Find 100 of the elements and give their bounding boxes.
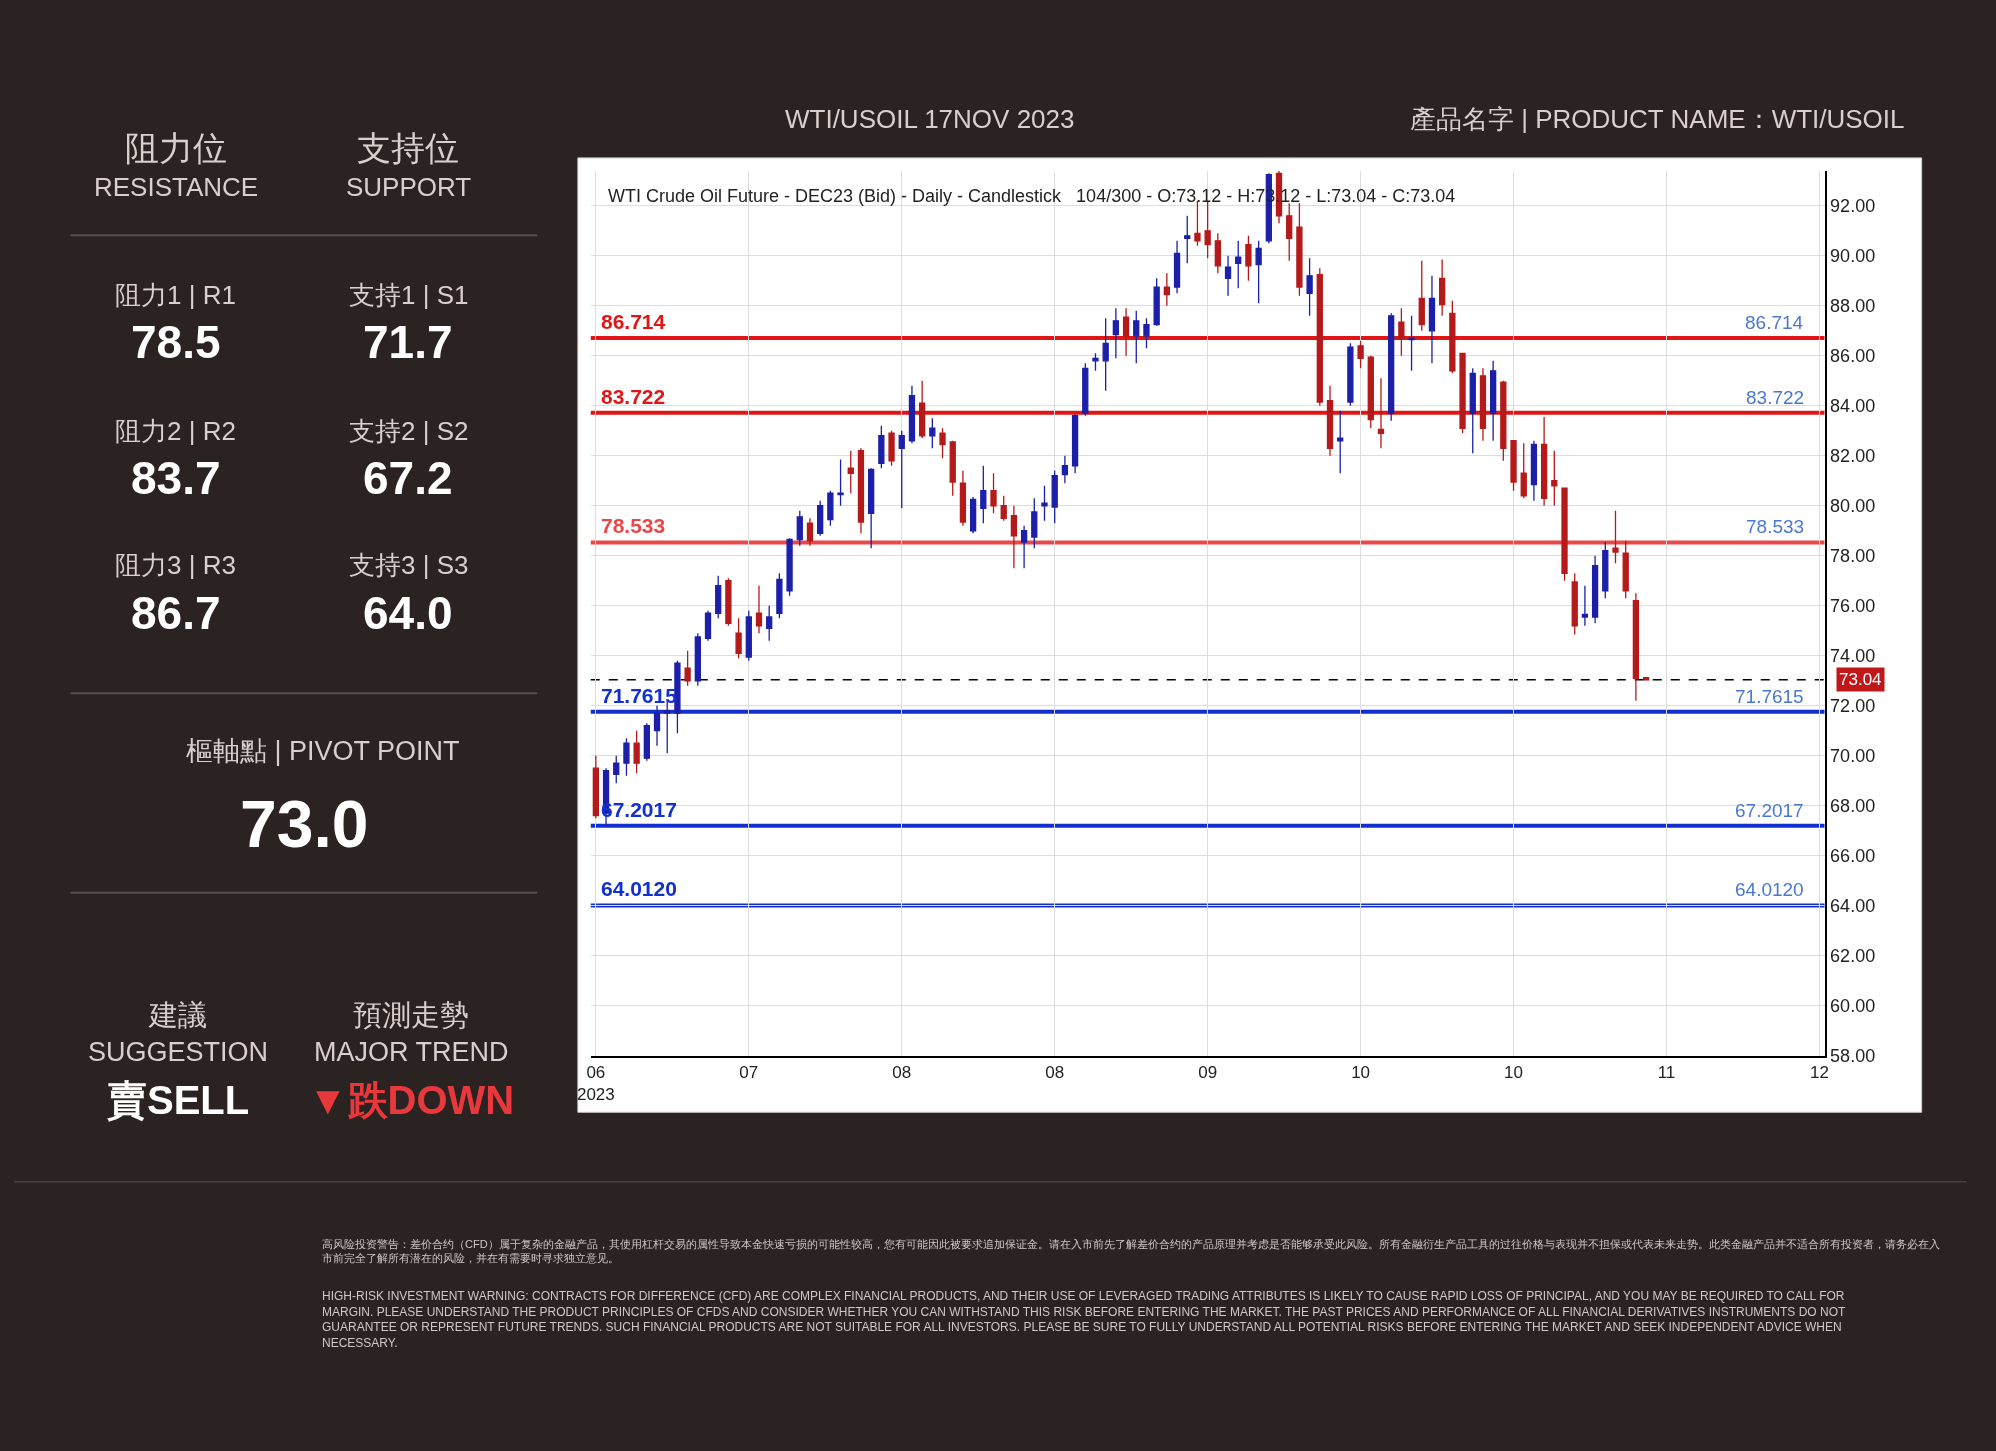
text: ▼跌DOWN: [308, 1078, 515, 1122]
candlestick: [806, 517, 814, 547]
y-tick-label: 82.00: [1830, 446, 1876, 467]
candlestick: [1510, 440, 1517, 492]
candlestick: [1479, 367, 1487, 442]
candlestick: [949, 440, 956, 497]
candlestick: [1010, 505, 1018, 569]
text: 建議: [148, 999, 207, 1031]
text: 阻力位: [125, 129, 227, 167]
candlestick: [1306, 257, 1313, 317]
candlestick: [633, 730, 640, 774]
candlestick: [1388, 312, 1395, 422]
candlestick: [1214, 232, 1221, 274]
candlestick: [1632, 592, 1640, 702]
candlestick: [735, 617, 742, 659]
y-tick-label: 88.00: [1830, 296, 1876, 317]
candlestick: [1061, 455, 1069, 484]
text: 阻力3 | R3: [115, 550, 236, 580]
candlestick: [1449, 300, 1456, 374]
candlestick: [1520, 442, 1527, 499]
candlestick: [623, 737, 630, 777]
text: WTI/USOIL 17NOV 2023: [785, 104, 1075, 134]
candlestick: [1204, 200, 1211, 259]
candlestick: [755, 585, 763, 634]
ref-line-label: 83.722: [601, 385, 666, 408]
ref-line-label: 73.04: [1839, 670, 1882, 689]
candlestick: [1316, 267, 1323, 407]
y-tick-label: 76.00: [1830, 596, 1876, 617]
candlestick: [868, 467, 875, 549]
candlestick: [1173, 240, 1181, 294]
candlestick: [592, 755, 599, 819]
candlestick: [1612, 510, 1619, 564]
y-tick-label: 66.00: [1830, 846, 1876, 866]
y-tick-label: 86.00: [1830, 346, 1876, 367]
text: 73.0: [240, 787, 369, 861]
text: 64.0: [363, 587, 453, 639]
candlestick: [1469, 367, 1476, 454]
candlestick: [1530, 440, 1538, 502]
text: 支持2 | S2: [349, 416, 469, 446]
x-tick-label: 08: [892, 1063, 912, 1083]
candlestick: [1255, 240, 1262, 304]
y-tick-label: 70.00: [1830, 746, 1876, 767]
text: 支持1 | S1: [349, 280, 469, 310]
y-tick-label: 74.00: [1830, 646, 1876, 667]
x-tick-label: 09: [1198, 1063, 1218, 1083]
text: MAJOR TREND: [314, 1037, 509, 1067]
x-tick-label: 10: [1351, 1063, 1371, 1083]
candlestick: [1296, 202, 1303, 297]
x-tick-label: 08: [1045, 1063, 1065, 1083]
candlestick: [827, 490, 834, 527]
y-tick-label: 80.00: [1830, 496, 1876, 517]
y-tick-label: 68.00: [1830, 796, 1876, 817]
text: 樞軸點 | PIVOT POINT: [186, 736, 460, 766]
candlestick: [1418, 260, 1425, 332]
candlestick: [1500, 380, 1507, 462]
candlestick: [613, 755, 620, 784]
candlestick: [1326, 385, 1334, 457]
y-tick-label: 60.00: [1830, 995, 1876, 1016]
text: 71.7: [363, 316, 453, 368]
candlestick: [1194, 200, 1201, 247]
text: 支持位: [357, 129, 459, 167]
candlestick: [1540, 416, 1548, 507]
candlestick: [980, 465, 987, 524]
x-tick-label: 06 2023: [576, 1063, 615, 1105]
candlestick: [1163, 272, 1170, 307]
text: 67.2017: [1735, 800, 1804, 821]
text: 產品名字 | PRODUCT NAME：WTI/USOIL: [1410, 104, 1905, 134]
candlestick: [796, 510, 803, 547]
candlestick: [847, 450, 854, 494]
y-tick-label: 58.00: [1830, 1045, 1876, 1066]
y-tick-label: 64.00: [1830, 895, 1876, 916]
candlestick: [1622, 540, 1629, 599]
text: 78.5: [131, 316, 221, 368]
candlestick: [1591, 555, 1599, 624]
candlestick: [1122, 307, 1130, 357]
candlestick: [1041, 485, 1048, 522]
text: HIGH-RISK INVESTMENT WARNING: CONTRACTS FOR DIFFERENCE (CFD) ARE COMPLEX FINANCIAL PRODUCTS, AND THEIR USE OF LEVERAGED TRADING ATTRIBUTES IS LIKELY TO CAUSE RAPID LOSS OF PRINCIPAL, AND YOU MAY BE REQUIRED TO CALL FOR MARGIN. PLEASE UNDERSTAND THE PRODUCT PRINCIPLES OF CFDS AND CONSIDER WHETHER YOU CAN WITHSTAND THIS RISK BEFORE ENTERING THE MARKET. THE PAST PRICES AND PERFORMANCE OF ALL FINANCIAL DERIVATIVES INSTRUMENTS DO NOT GUARANTEE OR REPRESENT FUTURE TRENDS. SUCH FINANCIAL PRODUCTS ARE NOT SUITABLE FOR ALL INVESTORS. PLEASE BE SURE TO FULLY UNDERSTAND ALL POTENTIAL RISKS BEFORE ENTERING THE MARKET AND SEEK INDEPENDENT ADVICE WHEN NECESSARY.: [322, 1289, 1846, 1350]
candlestick: [1092, 352, 1099, 372]
y-tick-label: 90.00: [1830, 246, 1876, 267]
candlestick: [776, 572, 783, 619]
candlestick: [939, 427, 946, 459]
y-tick-label: 92.00: [1830, 196, 1876, 217]
candlestick: [857, 447, 865, 534]
text: 86.7: [131, 587, 221, 639]
candlestick: [908, 385, 916, 444]
text: 支持3 | S3: [349, 550, 469, 580]
text: 64.0120: [1735, 879, 1804, 900]
candlestick: [704, 610, 712, 642]
candlestick: [1581, 585, 1589, 627]
candlestick: [1286, 202, 1293, 262]
candlestick: [1551, 450, 1558, 507]
text: 83.7: [131, 452, 221, 504]
candlestick: [837, 458, 844, 507]
y-tick-label: 72.00: [1830, 696, 1876, 717]
candlestick: [1571, 572, 1578, 636]
ref-line-label: 64.0120: [601, 877, 677, 900]
candlestick: [1051, 470, 1058, 524]
x-tick-label: 10: [1504, 1063, 1523, 1083]
ref-line-label: 78.533: [601, 514, 666, 537]
text: 71.7615: [1735, 686, 1804, 707]
